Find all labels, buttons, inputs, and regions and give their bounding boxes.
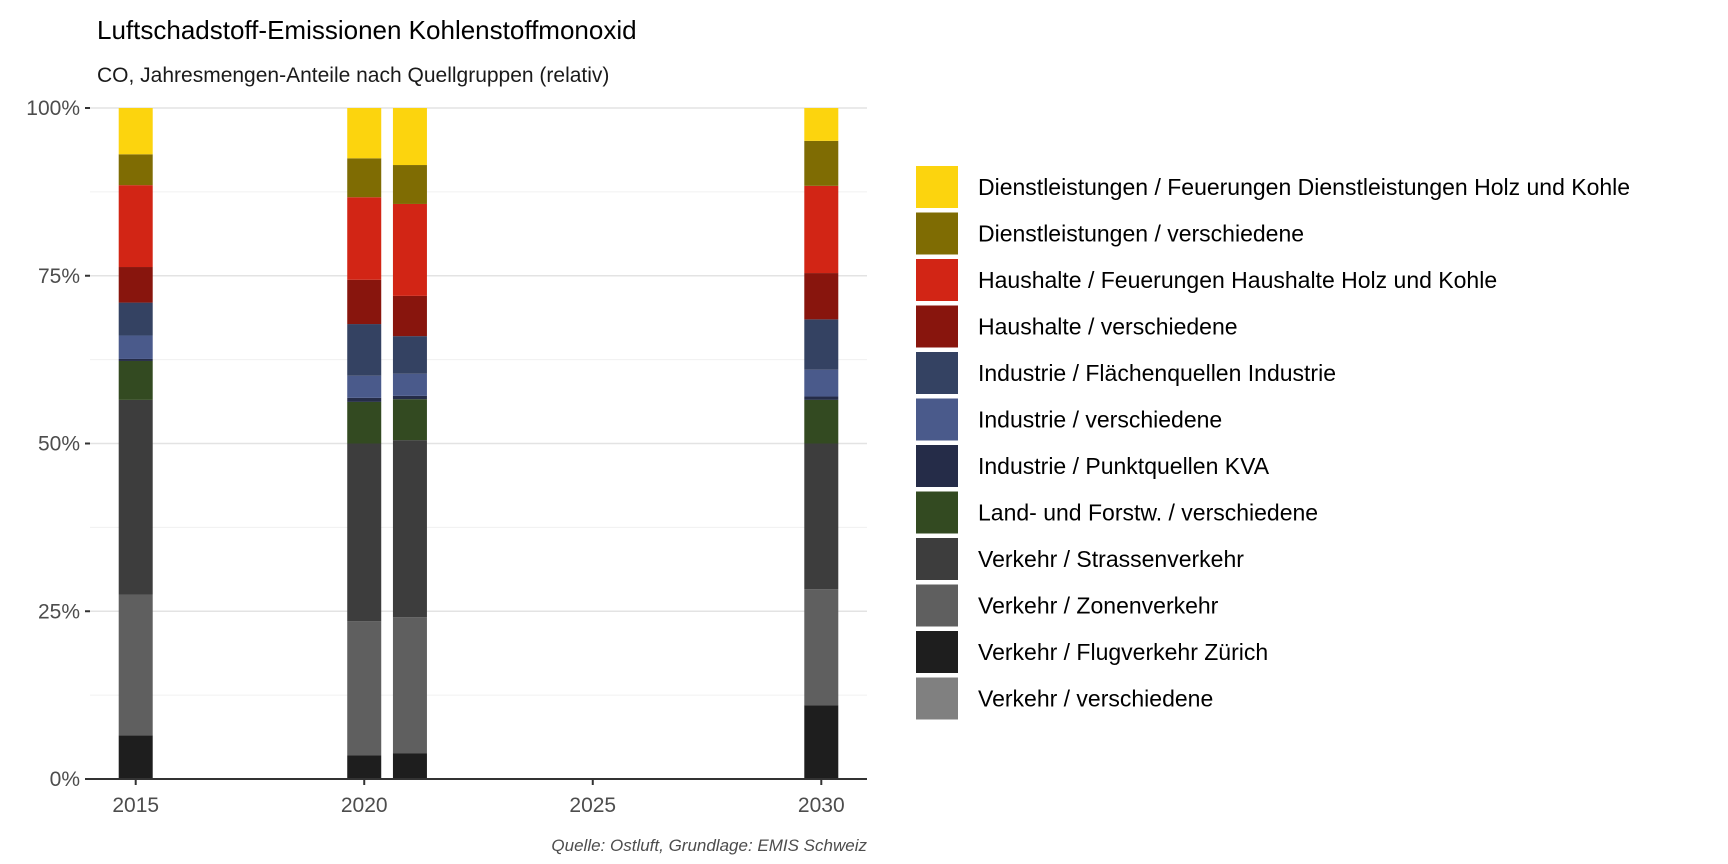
bar-segment: [347, 755, 382, 779]
bar-segment: [118, 399, 153, 595]
bar-segment: [392, 753, 427, 779]
bar-segment: [347, 375, 382, 398]
bar-segment: [392, 395, 427, 400]
bar-segment: [347, 401, 382, 444]
bar-segment: [804, 369, 839, 397]
legend-label: Verkehr / Strassenverkehr: [978, 546, 1244, 572]
axes: 0% 25% 50% 75% 100% 2015 2020 2025 2030: [26, 97, 867, 817]
chart-caption: Quelle: Ostluft, Grundlage: EMIS Schweiz: [551, 836, 867, 855]
legend-label: Land- und Forstw. / verschiedene: [978, 500, 1318, 526]
legend-key: [916, 491, 958, 534]
bar-segment: [118, 108, 153, 155]
bar-segment: [118, 360, 153, 400]
legend-key: [916, 398, 958, 441]
legend-key: [916, 352, 958, 394]
legend-key: [916, 631, 958, 673]
bar-segment: [804, 273, 839, 320]
bar-segment: [804, 185, 839, 274]
bar-segment: [347, 279, 382, 325]
legend-label: Industrie / Punktquellen KVA: [978, 453, 1270, 479]
bar-segment: [804, 319, 839, 370]
bar-segment: [804, 705, 839, 779]
bar-segment: [347, 108, 382, 159]
x-tick-label: 2015: [112, 794, 159, 817]
bar-segment: [347, 324, 382, 376]
bar-segment: [118, 267, 153, 303]
bar-segment: [392, 108, 427, 166]
legend-key: [916, 305, 958, 348]
bar-segment: [347, 397, 382, 402]
bar-segment: [118, 335, 153, 359]
bar-segment: [118, 735, 153, 779]
bar-segment: [392, 165, 427, 204]
bar-segment: [118, 154, 153, 186]
bar-segment: [804, 589, 839, 706]
legend: Dienstleistungen / Feuerungen Dienstleis…: [916, 166, 1630, 720]
legend-label: Dienstleistungen / Feuerungen Dienstleis…: [978, 174, 1630, 200]
bar-segment: [392, 373, 427, 396]
bar-stacks: [118, 108, 839, 779]
legend-label: Haushalte / verschiedene: [978, 314, 1238, 340]
bar-segment: [118, 358, 153, 361]
legend-label: Verkehr / Flugverkehr Zürich: [978, 639, 1268, 665]
legend-key: [916, 677, 958, 720]
bar-segment: [392, 399, 427, 441]
bar-segment: [118, 302, 153, 336]
x-tick-label: 2030: [798, 794, 845, 817]
legend-key: [916, 584, 958, 627]
y-tick-label: 50%: [38, 433, 80, 456]
legend-key: [916, 212, 958, 255]
bar-segment: [347, 621, 382, 756]
y-tick-label: 100%: [26, 97, 80, 120]
y-tick-label: 25%: [38, 600, 80, 623]
legend-key: [916, 166, 958, 208]
bar-segment: [392, 440, 427, 618]
x-tick-label: 2020: [341, 794, 388, 817]
chart-subtitle: CO, Jahresmengen-Anteile nach Quellgrupp…: [97, 64, 609, 87]
chart-title: Luftschadstoff-Emissionen Kohlenstoffmon…: [97, 15, 637, 45]
legend-label: Verkehr / verschiedene: [978, 686, 1213, 712]
bar-segment: [804, 140, 839, 186]
bar-segment: [347, 197, 382, 280]
legend-label: Haushalte / Feuerungen Haushalte Holz un…: [978, 267, 1497, 293]
bar-segment: [347, 443, 382, 622]
gridlines: [90, 107, 867, 780]
bar-segment: [392, 617, 427, 754]
bar-segment: [804, 443, 839, 590]
y-tick-label: 0%: [50, 768, 80, 791]
legend-label: Verkehr / Zonenverkehr: [978, 593, 1219, 619]
bar-segment: [392, 295, 427, 337]
legend-key: [916, 445, 958, 487]
legend-label: Dienstleistungen / verschiedene: [978, 221, 1304, 247]
legend-key: [916, 538, 958, 580]
legend-key: [916, 259, 958, 301]
bar-segment: [392, 203, 427, 296]
bar-segment: [392, 336, 427, 374]
legend-label: Industrie / Flächenquellen Industrie: [978, 360, 1336, 386]
bar-segment: [347, 158, 382, 198]
x-tick-label: 2025: [569, 794, 616, 817]
bar-segment: [804, 396, 839, 400]
y-tick-label: 75%: [38, 265, 80, 288]
bar-segment: [118, 594, 153, 736]
bar-segment: [804, 399, 839, 444]
bar-segment: [804, 108, 839, 141]
legend-label: Industrie / verschiedene: [978, 407, 1222, 433]
bar-segment: [118, 185, 153, 268]
